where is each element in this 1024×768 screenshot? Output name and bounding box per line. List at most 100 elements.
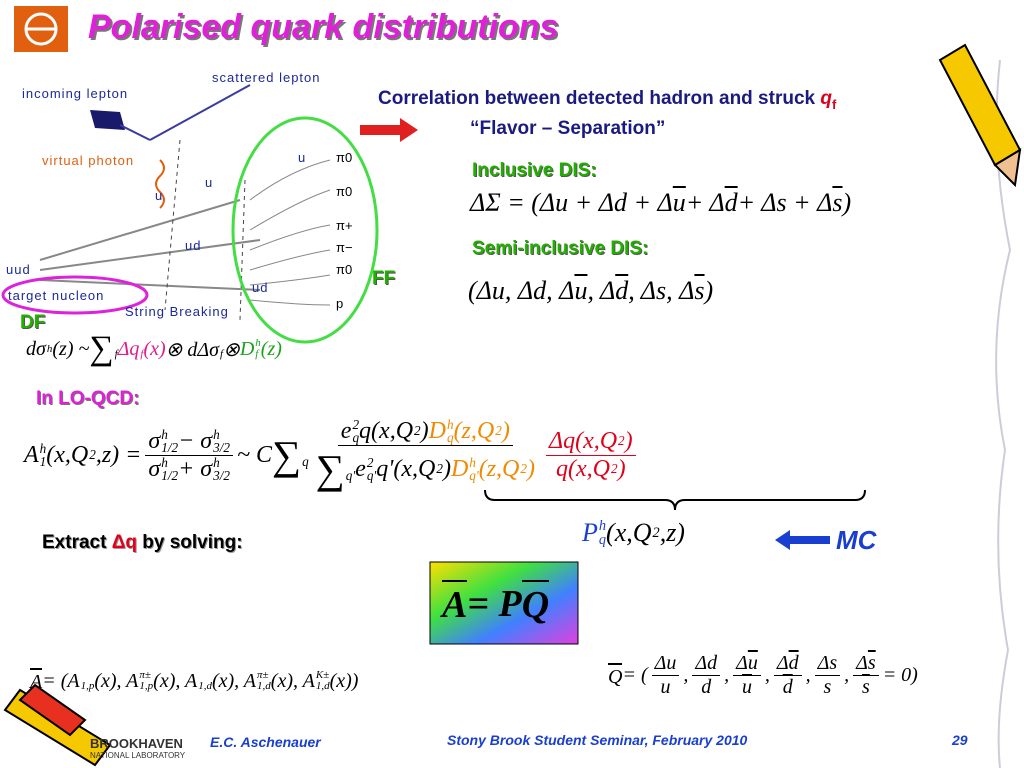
subscript: f: [255, 348, 259, 360]
term: Δu: [655, 652, 677, 675]
term: Δq f: [118, 338, 144, 361]
term: Δ: [736, 652, 748, 675]
term: ,: [844, 664, 849, 687]
superscript: h: [213, 426, 220, 442]
superscript: h: [446, 416, 454, 432]
term-text: + Δs + Δ: [737, 188, 833, 217]
term-text: A: [30, 668, 43, 694]
scripts: π± 1,d: [257, 670, 271, 692]
arrow: [775, 530, 830, 550]
term-text: Δq(x,Q: [548, 427, 618, 454]
label: String Breaking: [125, 304, 229, 319]
mc: MC: [836, 525, 877, 555]
term: ,z) =: [96, 442, 142, 469]
term: Δd: [695, 652, 717, 675]
label: scattered lepton: [212, 70, 321, 85]
subscript: q: [302, 454, 309, 469]
term: (x), A K± 1,d: [271, 670, 330, 693]
pencil: [938, 43, 1022, 188]
quark-line: [39, 239, 261, 271]
term-text: (x)): [329, 669, 359, 692]
term: u: [742, 676, 752, 699]
superscript: 2: [436, 461, 443, 477]
term-text: q(x,Q: [359, 417, 414, 444]
label: In LO-QCD:: [36, 388, 140, 409]
term-text: = 0): [882, 664, 918, 686]
quark-label: ud: [252, 280, 269, 295]
flavor: “Flavor – Separation”: [470, 118, 666, 139]
term-text: ,: [683, 664, 689, 686]
quark-label: u: [298, 150, 307, 165]
term-text: d: [615, 276, 629, 305]
term: Δ: [777, 652, 789, 675]
term-text: (z) ~: [52, 337, 90, 360]
quark-label: ud: [185, 238, 202, 253]
quark-label: u: [205, 175, 214, 190]
term-text: dσ: [26, 337, 46, 360]
superscript: h: [39, 440, 47, 456]
term-text: (z,Q: [453, 417, 495, 444]
term-text: σ: [148, 455, 161, 482]
term: Δs: [818, 652, 838, 675]
hadron-label: π+: [336, 218, 353, 233]
term: + σ h 3/2: [178, 456, 230, 483]
term: σ h 1/2: [148, 428, 178, 455]
superscript: 2: [366, 454, 374, 470]
term-text: ,: [764, 664, 770, 686]
scripts: h 1/2: [161, 428, 178, 455]
term: (Δu, Δd, Δ: [468, 276, 574, 306]
extract: Extract Δq by solving:: [42, 532, 243, 554]
subscript: q: [598, 532, 607, 548]
q: q: [820, 88, 832, 109]
term-text: d: [788, 652, 799, 674]
term: , Δ: [587, 276, 615, 306]
arrow: [360, 118, 418, 142]
term: q'(x,Q 2: [376, 456, 443, 483]
label: Semi-inclusive DIS:: [472, 238, 649, 259]
superscript: 2: [89, 447, 96, 463]
term: (x,Q 2: [606, 518, 660, 548]
numerator: Δu: [651, 652, 680, 676]
term: s: [823, 676, 831, 699]
hadron-label: π0: [336, 150, 353, 165]
denominator: u: [739, 676, 755, 699]
term-text: Δ: [736, 652, 748, 674]
quark-label: u: [155, 188, 164, 203]
term-text: ): [624, 427, 633, 454]
event: Stony Brook Student Seminar, February 20…: [447, 732, 748, 748]
term-text: q(x,Q: [556, 455, 610, 482]
term-text: ): [442, 455, 451, 482]
hadron-label: π0: [336, 262, 353, 277]
term: = P: [467, 582, 521, 626]
scripts: 2: [495, 424, 502, 437]
term: Q: [521, 580, 550, 627]
hadron-label: p: [336, 296, 344, 311]
term: (x): [143, 338, 165, 361]
term-text: Q: [608, 662, 623, 689]
author: E.C. Aschenauer: [210, 734, 321, 750]
term-text: (x), A: [94, 669, 139, 692]
term: ): [527, 456, 535, 483]
denominator: σ h 1/2 + σ h 3/2: [145, 456, 233, 483]
term: s: [832, 188, 842, 218]
term: Δq(x,Q 2: [549, 428, 625, 455]
term-text: u: [672, 188, 686, 217]
term: u: [660, 676, 670, 699]
superscript: h: [213, 454, 220, 470]
incoming-arrow: [90, 110, 125, 130]
term: d: [783, 676, 793, 699]
